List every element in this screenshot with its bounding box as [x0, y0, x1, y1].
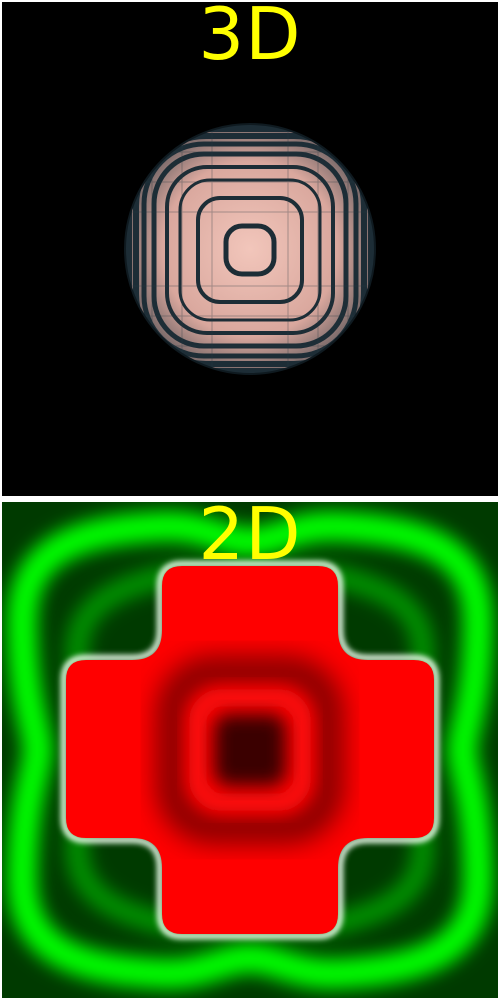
dark-red-core: [214, 714, 286, 786]
sphere-contour-bands: [125, 124, 375, 374]
cross-halo: [61, 561, 439, 939]
panel-2d-field: 2D: [2, 502, 498, 998]
dark-red-ring: [159, 659, 341, 841]
sphere-outline: [124, 123, 376, 375]
panel-3d-render: 3D: [2, 2, 498, 496]
field-heatmap: [2, 502, 498, 998]
sphere-render: [124, 123, 376, 375]
green-ring-outer: [6, 511, 494, 989]
red-ring: [189, 689, 311, 811]
